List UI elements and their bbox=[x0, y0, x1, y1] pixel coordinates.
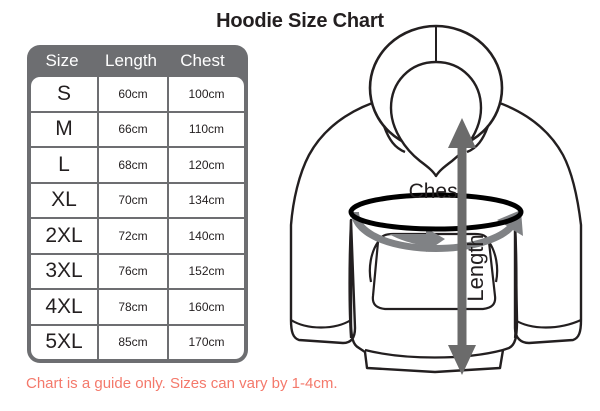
table-header-row: Size Length Chest bbox=[27, 45, 248, 77]
table-body: S 60cm 100cm M 66cm 110cm L 68cm 120cm X… bbox=[31, 77, 244, 359]
table-row: L 68cm 120cm bbox=[31, 148, 244, 182]
cell-size: 5XL bbox=[31, 325, 97, 359]
column-header-length: Length bbox=[105, 51, 157, 70]
disclaimer-text: Chart is a guide only. Sizes can vary by… bbox=[26, 375, 338, 392]
cell-chest: 134cm bbox=[169, 183, 244, 217]
cell-length: 68cm bbox=[99, 148, 167, 182]
cell-length: 60cm bbox=[99, 77, 167, 111]
cell-size: 2XL bbox=[31, 219, 97, 253]
cell-size: L bbox=[31, 148, 97, 182]
table-row: 4XL 78cm 160cm bbox=[31, 290, 244, 324]
table-row: 3XL 76cm 152cm bbox=[31, 254, 244, 288]
page-title: Hoodie Size Chart bbox=[216, 10, 384, 32]
cell-length: 85cm bbox=[99, 325, 167, 359]
right-cuff bbox=[514, 318, 582, 329]
table-row: M 66cm 110cm bbox=[31, 112, 244, 146]
cell-chest: 160cm bbox=[169, 290, 244, 324]
cell-chest: 120cm bbox=[169, 148, 244, 182]
cell-length: 78cm bbox=[99, 290, 167, 324]
cell-size: 4XL bbox=[31, 290, 97, 324]
size-chart-table: Size Length Chest S 60cm 100cm M 66cm 11… bbox=[27, 45, 248, 363]
cell-chest: 152cm bbox=[169, 254, 244, 288]
cell-length: 66cm bbox=[99, 112, 167, 146]
cell-size: S bbox=[31, 77, 97, 111]
chest-measure-ellipse bbox=[348, 192, 524, 232]
cell-chest: 170cm bbox=[169, 325, 244, 359]
hood-shoulder-join bbox=[382, 125, 490, 154]
table-row: XL 70cm 134cm bbox=[31, 183, 244, 217]
pocket-right-opening bbox=[488, 241, 499, 283]
right-sleeve-seam bbox=[513, 219, 518, 339]
chest-rotation-arrow-head bbox=[389, 228, 445, 252]
column-header-size: Size bbox=[45, 51, 79, 70]
table-row: 2XL 72cm 140cm bbox=[31, 219, 244, 253]
hoodie-illustration: Chest Length bbox=[285, 20, 600, 375]
cell-length: 70cm bbox=[99, 183, 167, 217]
table-row: S 60cm 100cm bbox=[31, 77, 244, 111]
bottom-hem bbox=[364, 348, 504, 359]
left-sleeve-seam bbox=[348, 219, 353, 339]
cell-length: 76cm bbox=[99, 254, 167, 288]
cell-size: XL bbox=[31, 183, 97, 217]
cell-chest: 140cm bbox=[169, 219, 244, 253]
cell-chest: 110cm bbox=[169, 112, 244, 146]
pocket-left-opening bbox=[368, 241, 379, 283]
cell-size: 3XL bbox=[31, 254, 97, 288]
cell-length: 72cm bbox=[99, 219, 167, 253]
left-cuff bbox=[290, 319, 352, 329]
cell-size: M bbox=[31, 112, 97, 146]
table-row: 5XL 85cm 170cm bbox=[31, 325, 244, 359]
chest-label: Chest bbox=[409, 180, 464, 203]
column-header-chest: Chest bbox=[180, 51, 225, 70]
length-measure-arrow bbox=[448, 118, 476, 375]
chest-rotation-arrow bbox=[351, 210, 523, 252]
cell-chest: 100cm bbox=[169, 77, 244, 111]
length-label: Length bbox=[463, 234, 488, 301]
